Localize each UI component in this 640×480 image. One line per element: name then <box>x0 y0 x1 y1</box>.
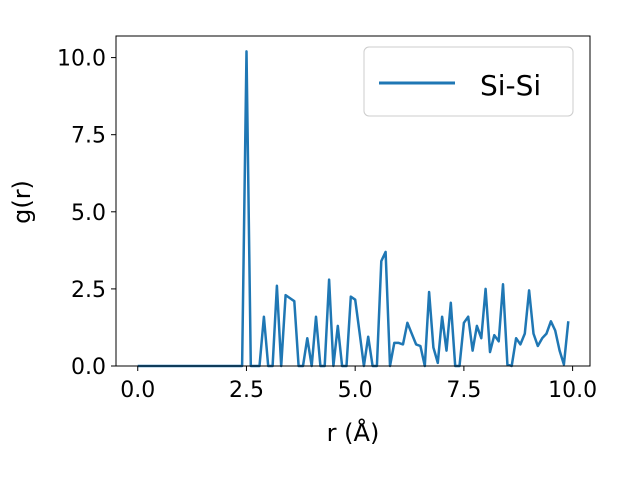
legend-label: Si-Si <box>480 69 541 102</box>
x-tick-label: 2.5 <box>229 378 264 403</box>
x-tick-label: 7.5 <box>446 378 481 403</box>
x-tick-label: 10.0 <box>548 378 597 403</box>
y-tick-label: 2.5 <box>71 278 106 303</box>
y-axis: 0.0 2.5 5.0 7.5 10.0 <box>57 47 116 380</box>
plot-frame <box>115 35 591 367</box>
x-tick-label: 5.0 <box>338 378 373 403</box>
y-tick-label: 0.0 <box>71 355 106 380</box>
legend: Si-Si <box>363 46 574 117</box>
y-axis-label: g(r) <box>8 180 36 224</box>
y-tick-label: 10.0 <box>57 47 106 72</box>
y-tick-label: 5.0 <box>71 201 106 226</box>
x-axis-label: r (Å) <box>327 418 380 447</box>
y-tick-label: 7.5 <box>71 124 106 149</box>
x-tick-label: 0.0 <box>120 378 155 403</box>
x-axis: 0.0 2.5 5.0 7.5 10.0 <box>120 366 597 403</box>
legend-box <box>363 46 574 117</box>
